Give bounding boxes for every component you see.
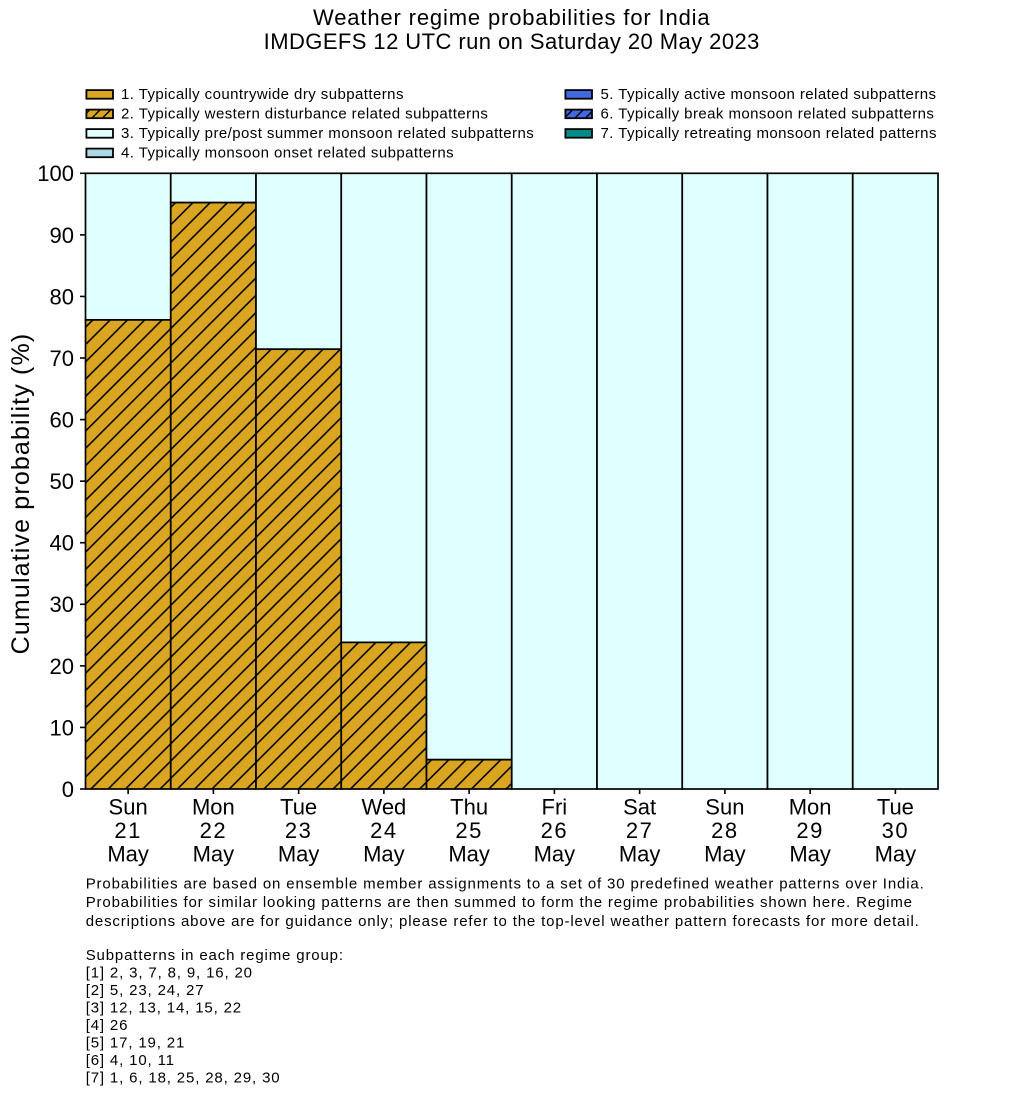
svg-text:Wed: Wed: [361, 795, 406, 820]
svg-text:21: 21: [114, 818, 141, 843]
svg-text:24: 24: [370, 818, 397, 843]
svg-text:30: 30: [882, 818, 909, 843]
svg-text:Probabilities are based on ens: Probabilities are based on ensemble memb…: [86, 875, 925, 892]
svg-text:May: May: [704, 842, 746, 867]
svg-text:May: May: [619, 842, 661, 867]
svg-text:Sun: Sun: [109, 795, 148, 820]
svg-text:60: 60: [50, 408, 74, 433]
svg-text:Probabilities for similar look: Probabilities for similar looking patter…: [86, 894, 913, 911]
svg-text:[6] 4, 10, 11: [6] 4, 10, 11: [86, 1052, 175, 1069]
svg-text:20: 20: [50, 654, 74, 679]
svg-text:5. Typically active monsoon re: 5. Typically active monsoon related subp…: [601, 86, 937, 103]
svg-text:2. Typically western disturban: 2. Typically western disturbance related…: [121, 106, 488, 123]
svg-text:23: 23: [285, 818, 312, 843]
svg-text:Tue: Tue: [877, 795, 914, 820]
svg-text:100: 100: [37, 161, 74, 186]
svg-text:Weather regime probabilities f: Weather regime probabilities for India: [313, 5, 711, 30]
svg-text:4. Typically monsoon onset rel: 4. Typically monsoon onset related subpa…: [121, 145, 454, 162]
svg-text:May: May: [193, 842, 235, 867]
svg-text:May: May: [107, 842, 149, 867]
svg-text:[4] 26: [4] 26: [86, 1017, 129, 1034]
svg-text:80: 80: [50, 284, 74, 309]
svg-text:6. Typically break monsoon rel: 6. Typically break monsoon related subpa…: [601, 106, 935, 123]
svg-text:25: 25: [455, 818, 482, 843]
svg-text:10: 10: [50, 715, 74, 740]
svg-text:1. Typically countrywide dry s: 1. Typically countrywide dry subpatterns: [121, 86, 404, 103]
svg-text:[3] 12, 13, 14, 15, 22: [3] 12, 13, 14, 15, 22: [86, 1000, 242, 1017]
svg-text:[2] 5, 23, 24, 27: [2] 5, 23, 24, 27: [86, 982, 205, 999]
svg-text:22: 22: [200, 818, 227, 843]
svg-text:Cumulative probability (%): Cumulative probability (%): [7, 333, 35, 655]
svg-text:28: 28: [711, 818, 738, 843]
svg-text:27: 27: [626, 818, 653, 843]
svg-text:IMDGEFS 12 UTC run on Saturday: IMDGEFS 12 UTC run on Saturday 20 May 20…: [264, 29, 760, 54]
svg-text:Fri: Fri: [542, 795, 568, 820]
svg-text:May: May: [278, 842, 320, 867]
svg-text:Tue: Tue: [280, 795, 317, 820]
svg-text:29: 29: [796, 818, 823, 843]
svg-text:[5] 17, 19, 21: [5] 17, 19, 21: [86, 1034, 185, 1051]
svg-text:May: May: [363, 842, 405, 867]
svg-text:Subpatterns in each regime gro: Subpatterns in each regime group:: [86, 947, 344, 964]
svg-text:90: 90: [50, 223, 74, 248]
svg-text:26: 26: [541, 818, 568, 843]
svg-text:May: May: [448, 842, 490, 867]
svg-text:May: May: [789, 842, 831, 867]
svg-text:50: 50: [50, 469, 74, 494]
svg-text:descriptions above are for gui: descriptions above are for guidance only…: [86, 913, 920, 930]
svg-text:May: May: [875, 842, 917, 867]
svg-text:Thu: Thu: [450, 795, 488, 820]
svg-text:Mon: Mon: [192, 795, 235, 820]
svg-text:0: 0: [62, 777, 74, 802]
svg-text:3. Typically pre/post summer m: 3. Typically pre/post summer monsoon rel…: [121, 125, 534, 142]
svg-text:Sat: Sat: [623, 795, 656, 820]
svg-text:40: 40: [50, 531, 74, 556]
svg-text:Mon: Mon: [789, 795, 832, 820]
svg-text:May: May: [534, 842, 576, 867]
svg-text:30: 30: [50, 592, 74, 617]
svg-text:[7] 1, 6, 18, 25, 28, 29, 30: [7] 1, 6, 18, 25, 28, 29, 30: [86, 1069, 281, 1086]
svg-text:Sun: Sun: [705, 795, 744, 820]
svg-text:70: 70: [50, 346, 74, 371]
svg-text:[1] 2, 3, 7, 8, 9, 16, 20: [1] 2, 3, 7, 8, 9, 16, 20: [86, 965, 253, 982]
svg-text:7. Typically retreating monsoo: 7. Typically retreating monsoon related …: [601, 125, 937, 142]
